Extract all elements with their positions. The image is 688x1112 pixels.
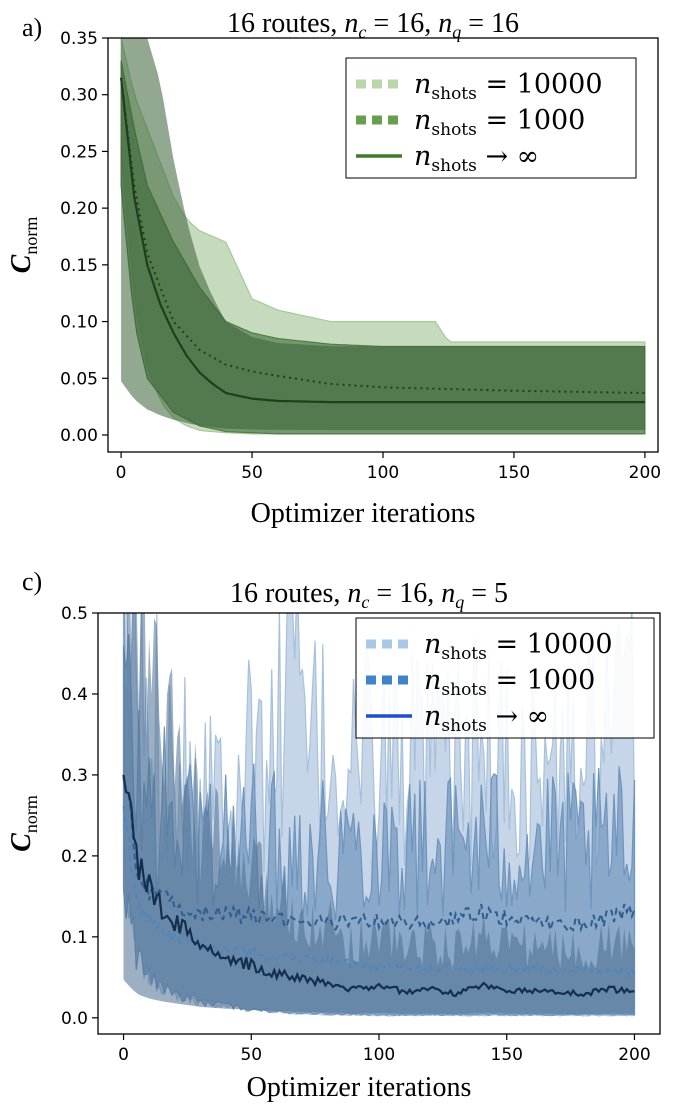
y-tick-label: 0.1	[61, 928, 88, 948]
panel-label: c)	[22, 567, 42, 596]
y-tick-label: 0.10	[60, 313, 98, 333]
x-tick-label: 200	[618, 1045, 650, 1065]
legend-label: nshots = 1000	[414, 105, 585, 140]
x-tick-label: 100	[363, 1045, 395, 1065]
x-axis-label: Optimizer iterations	[247, 1072, 472, 1103]
y-tick-label: 0.3	[61, 766, 88, 786]
panel-label: a)	[22, 13, 42, 42]
line-shots-infinite	[120, 77, 645, 404]
y-tick-label: 0.05	[60, 369, 98, 389]
y-tick-label: 0.5	[61, 604, 88, 624]
y-tick-label: 0.4	[61, 685, 88, 705]
y-axis-label: Cnorm	[6, 217, 41, 274]
x-tick-label: 50	[241, 463, 263, 483]
y-tick-label: 0.30	[60, 86, 98, 106]
chart-panel-c: 0 50 100 150 200 0.0 0.1 0.2 0.3 0.4 0.5 16 routes,…	[6, 567, 661, 1103]
y-tick-label: 0.00	[60, 426, 98, 446]
y-tick-label: 0.25	[60, 142, 98, 162]
legend-label: nshots = 1000	[424, 665, 595, 700]
y-tick-label: 0.2	[61, 847, 88, 867]
y-tick-label: 0.35	[60, 29, 98, 49]
chart-panel-a: 0 50 100 150 200 0.00 0.05 0.10 0.15 0.20 0.25 0.30…	[6, 8, 661, 529]
x-tick-label: 200	[629, 463, 661, 483]
line-shots-10000	[122, 776, 636, 934]
x-tick-label: 0	[118, 1045, 129, 1065]
plot-area	[120, 38, 646, 435]
legend-label: nshots = 10000	[424, 629, 613, 664]
line-shots-infinite	[122, 774, 635, 998]
y-tick-label: 0.20	[60, 199, 98, 219]
legend-label: nshots = 10000	[414, 69, 603, 104]
x-tick-label: 150	[491, 1045, 523, 1065]
y-tick-label: 0.0	[61, 1009, 88, 1029]
plot-title: 16 routes, nc = 16, nq = 5	[230, 578, 508, 612]
x-axis-label: Optimizer iterations	[251, 498, 476, 529]
x-tick-label: 0	[116, 463, 127, 483]
plot-title: 16 routes, nc = 16, nq = 16	[227, 8, 519, 42]
y-axis-label: Cnorm	[6, 795, 41, 852]
legend-label: nshots → ∞	[424, 701, 549, 736]
legend-label: nshots → ∞	[414, 141, 539, 176]
x-tick-label: 50	[240, 1045, 262, 1065]
y-tick-label: 0.15	[60, 256, 98, 276]
band-shots-infinite	[121, 38, 645, 431]
x-tick-label: 150	[498, 463, 530, 483]
x-tick-label: 100	[367, 463, 399, 483]
